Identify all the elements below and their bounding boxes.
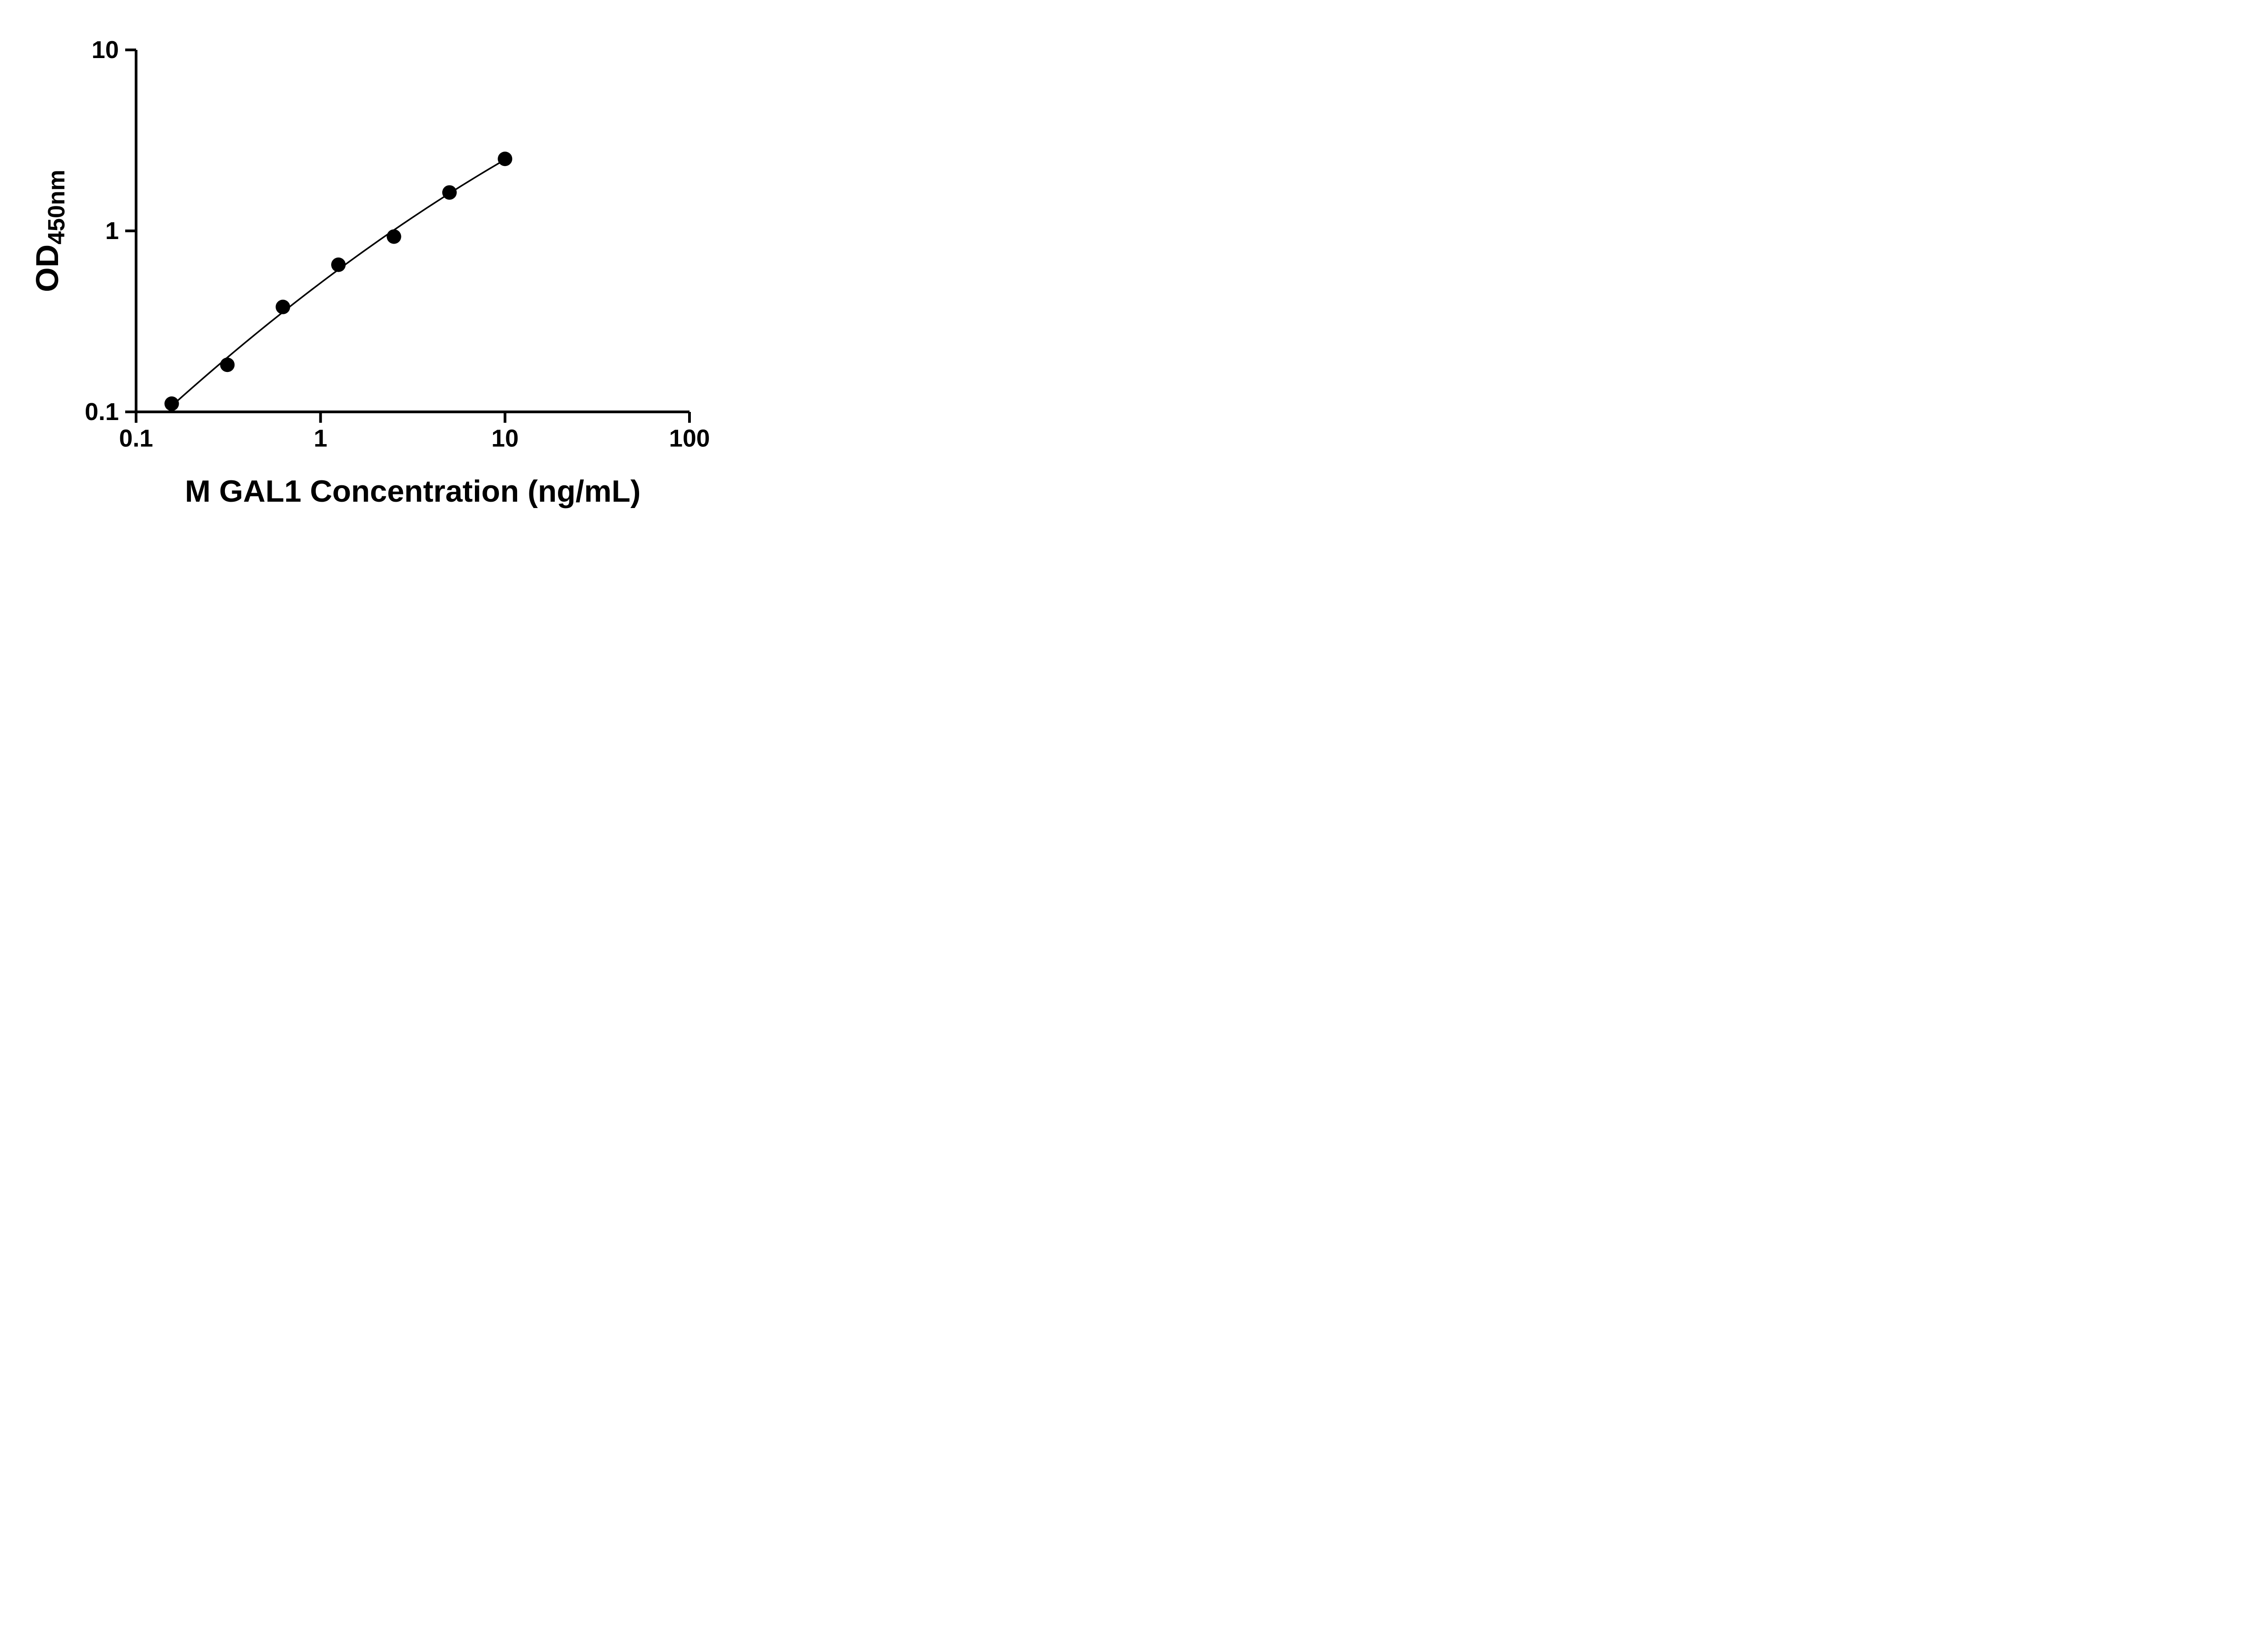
x-tick-label: 10: [491, 425, 518, 452]
x-axis-title: M GAL1 Concentration (ng/mL): [185, 474, 641, 508]
x-tick-label: 1: [314, 425, 327, 452]
x-tick-label: 100: [669, 425, 710, 452]
data-point: [442, 185, 457, 200]
y-axis-title: OD450nm: [29, 170, 70, 292]
y-axis-title-subscript: 450nm: [44, 170, 70, 244]
y-axis-title-main: OD: [29, 244, 65, 292]
data-point: [386, 229, 401, 244]
chart-canvas: 0.1 1 10 100 0.1 1 10 M GAL1 Concentration (ng/…: [0, 0, 761, 544]
data-point: [498, 152, 513, 166]
y-tick-label: 10: [92, 36, 119, 64]
data-point: [331, 257, 346, 272]
data-point: [220, 357, 235, 372]
chart-background: [0, 0, 761, 544]
data-point: [164, 396, 179, 411]
y-tick-label: 0.1: [85, 398, 119, 425]
elisa-standard-curve-chart: 0.1 1 10 100 0.1 1 10 M GAL1 Concentration (ng/…: [0, 0, 761, 544]
x-tick-label: 0.1: [119, 425, 153, 452]
data-point: [275, 299, 290, 314]
y-tick-label: 1: [105, 217, 119, 244]
